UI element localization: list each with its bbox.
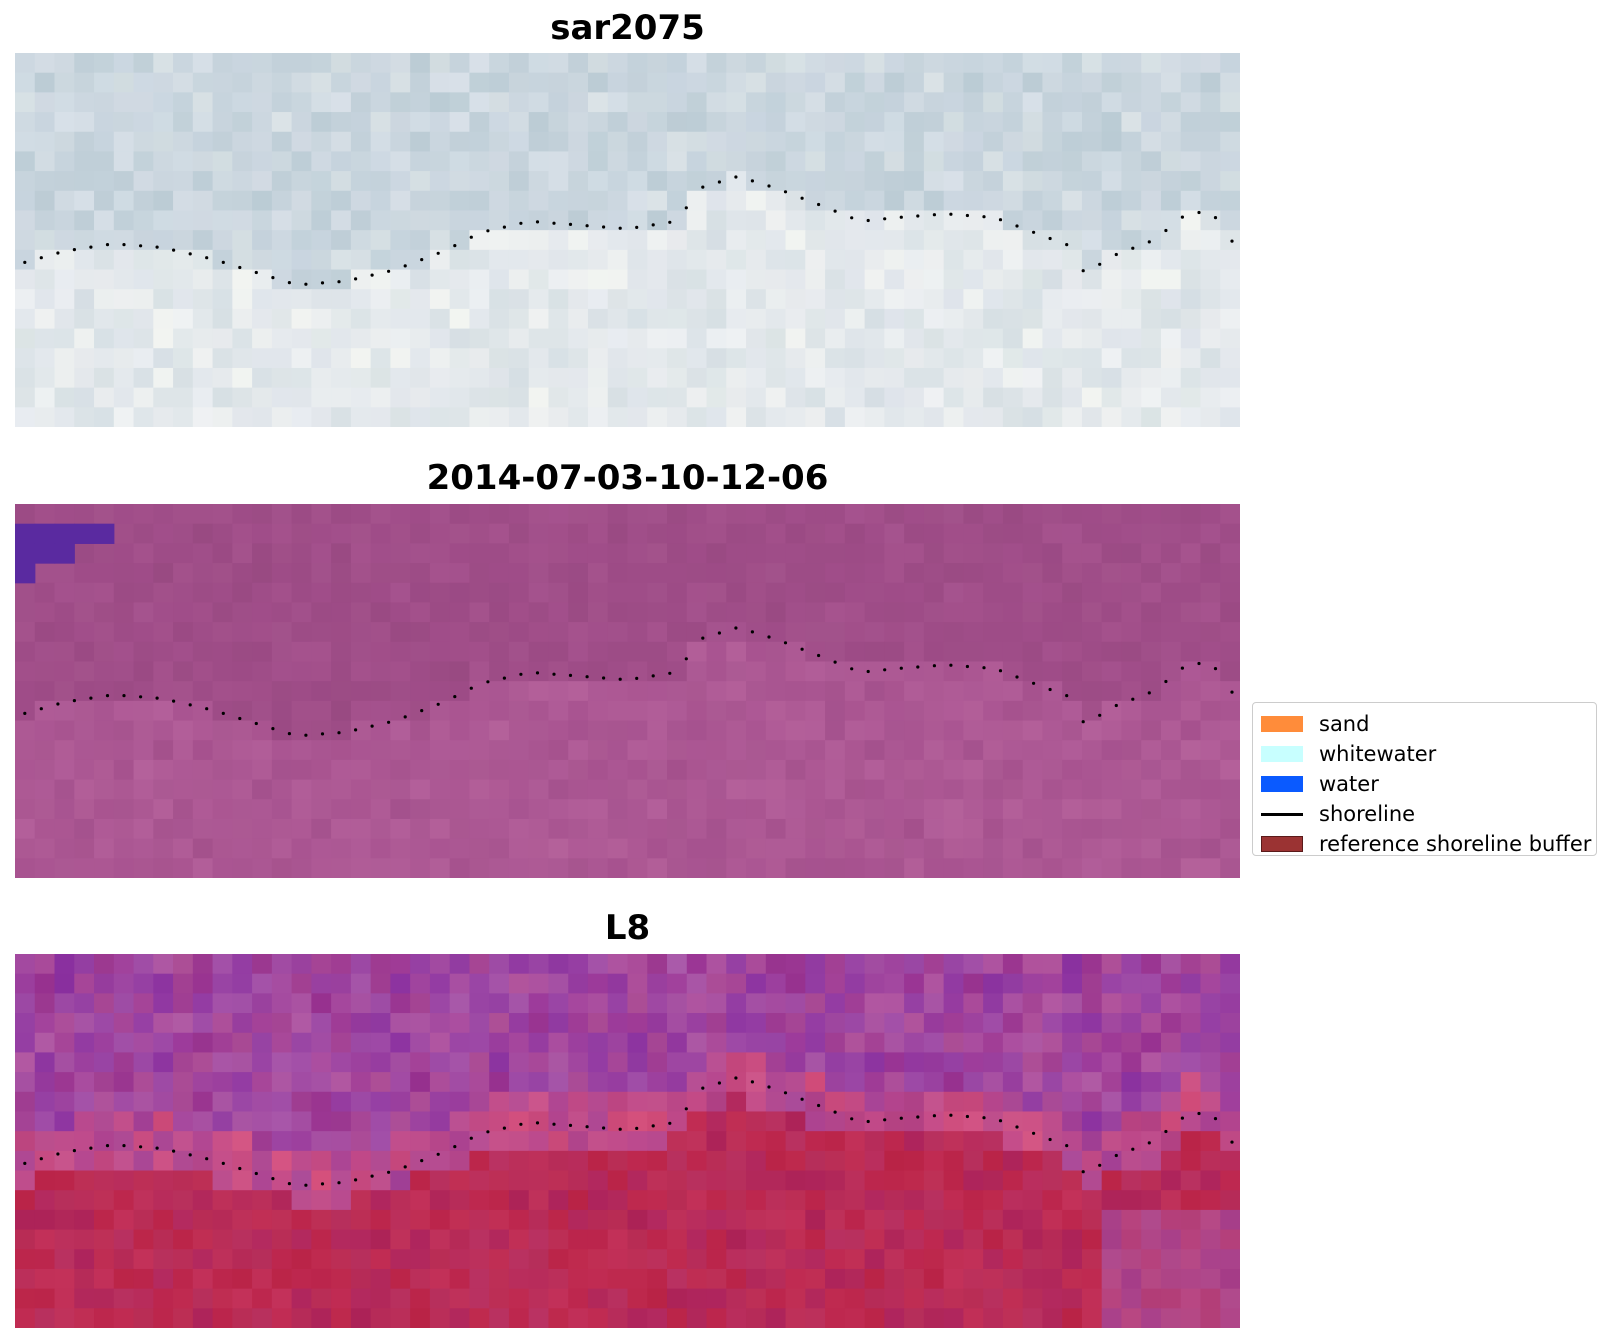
panel-title-sar2075: sar2075: [550, 8, 705, 48]
shoreline-dots: [23, 626, 1234, 737]
legend-item-shoreline: shoreline: [1261, 799, 1596, 829]
legend-item-sand: sand: [1261, 709, 1596, 739]
legend-line-shoreline: [1261, 806, 1303, 822]
classified-image: [15, 504, 1240, 878]
legend-swatch-water: [1261, 776, 1303, 792]
legend-label-water: water: [1319, 772, 1379, 796]
legend-swatch-whitewater: [1261, 746, 1303, 762]
legend-label-shoreline: shoreline: [1319, 802, 1416, 826]
shoreline-dots: [23, 175, 1234, 286]
legend-item-water: water: [1261, 769, 1596, 799]
satellite-image-sar2075: [15, 53, 1240, 427]
legend-swatch-reference-shoreline-buffer: [1261, 836, 1303, 852]
panel-title-classified-date: 2014-07-03-10-12-06: [426, 458, 829, 498]
shoreline-dots: [23, 1076, 1234, 1187]
legend-label-reference-shoreline-buffer: reference shoreline buffer: [1319, 832, 1592, 856]
legend-label-whitewater: whitewater: [1319, 742, 1437, 766]
satellite-image-l8: [15, 954, 1240, 1328]
legend-item-reference-shoreline-buffer: reference shoreline buffer: [1261, 829, 1596, 859]
legend: sand whitewater water shoreline referenc…: [1252, 702, 1597, 856]
legend-swatch-sand: [1261, 716, 1303, 732]
legend-item-whitewater: whitewater: [1261, 739, 1596, 769]
panel-title-l8: L8: [604, 908, 651, 948]
legend-label-sand: sand: [1319, 712, 1370, 736]
